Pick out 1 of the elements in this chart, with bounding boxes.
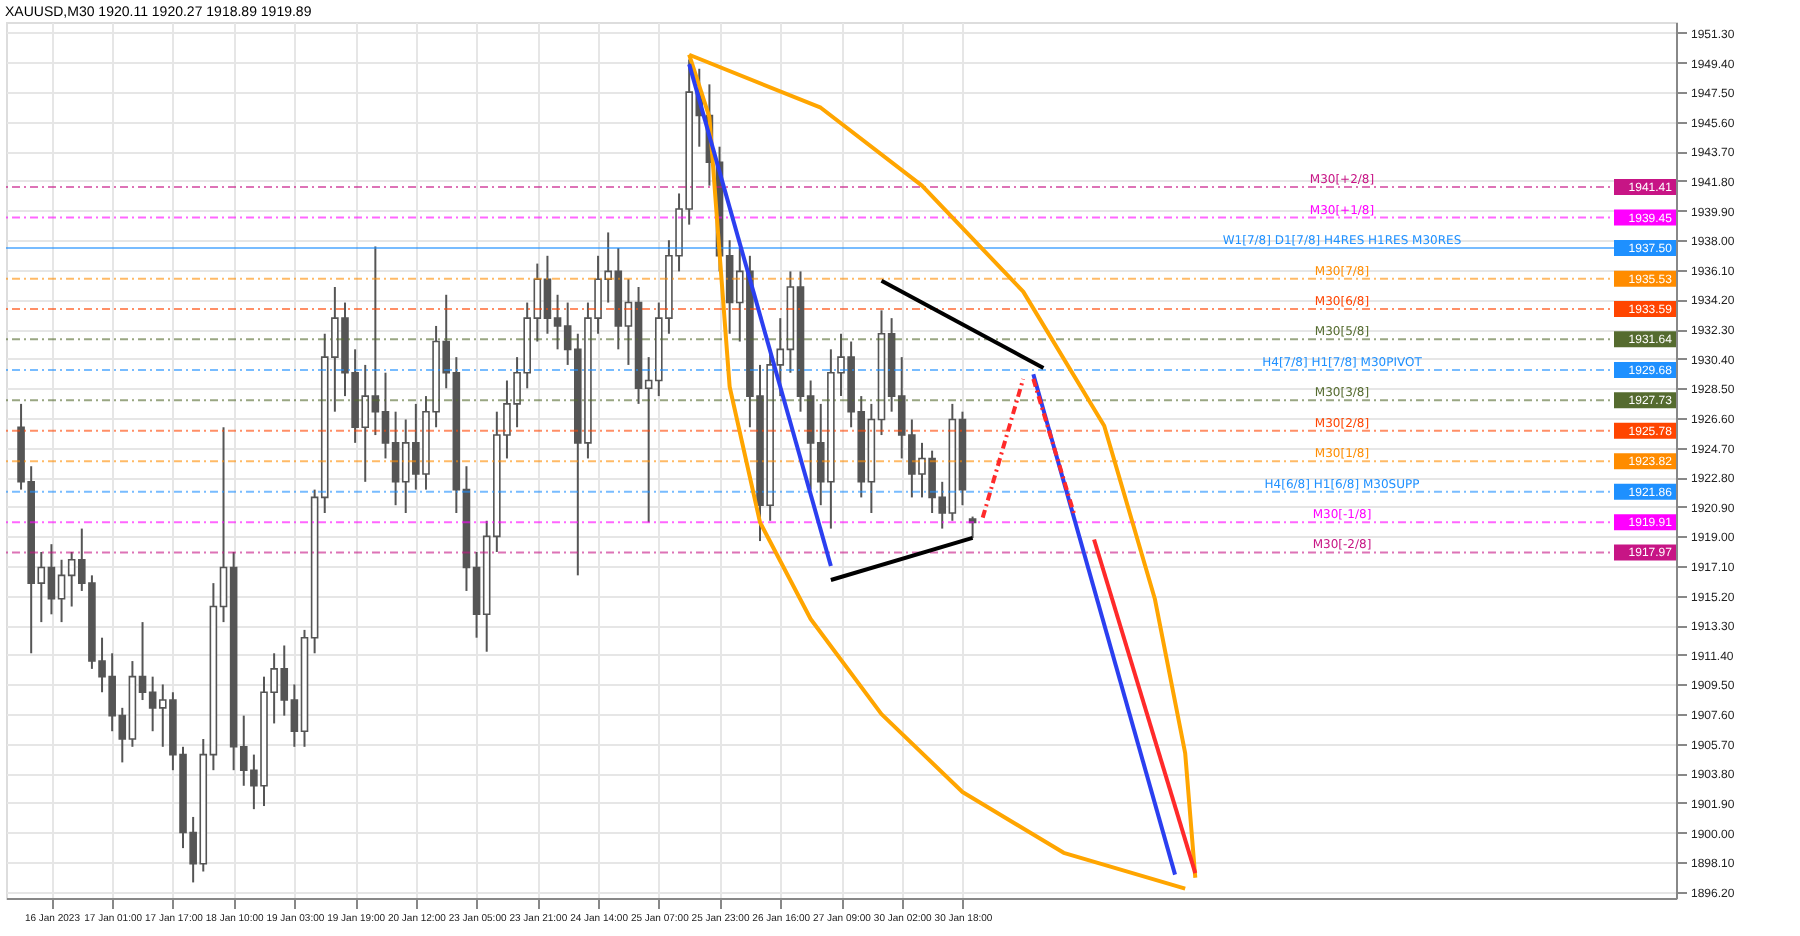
candlestick — [968, 515, 977, 540]
